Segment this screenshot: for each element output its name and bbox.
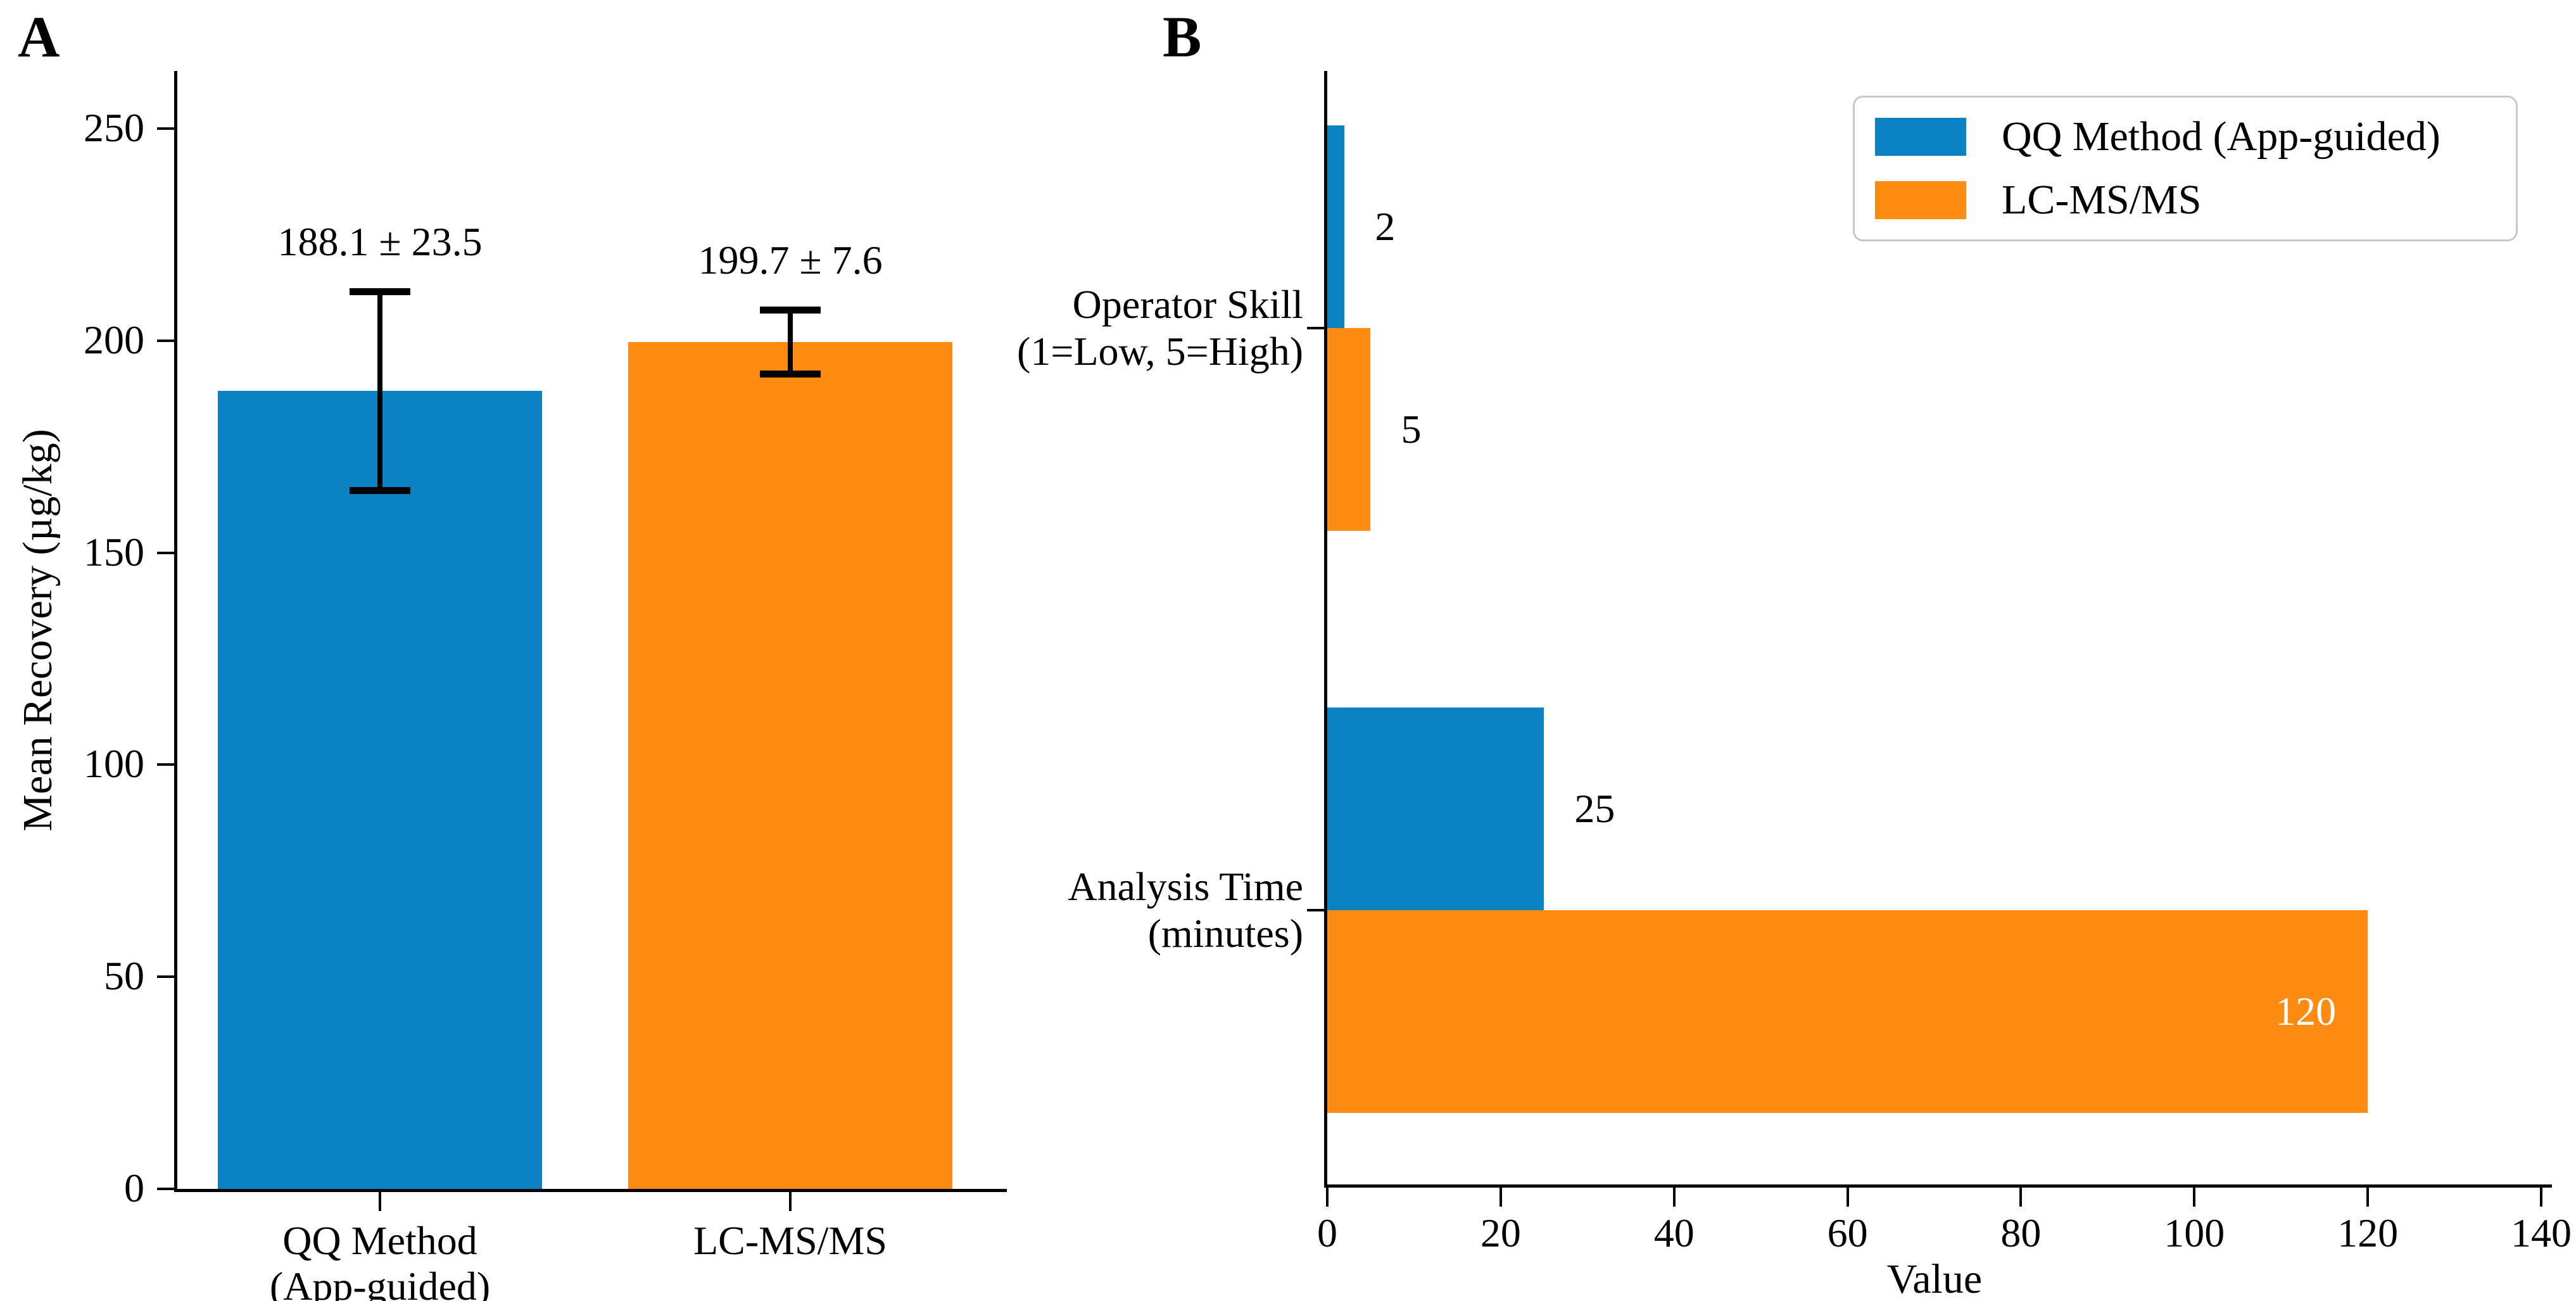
panel-a-error-bar-cap-top [350, 288, 410, 296]
legend-entry-lcms: LC-MS/MS [1855, 168, 2516, 232]
panel-b-x-axis-line [1324, 1184, 2552, 1188]
panel-b-category-tick [1307, 909, 1327, 911]
legend: QQ Method (App-guided) LC-MS/MS [1853, 96, 2518, 241]
panel-b-x-tick-label: 60 [1827, 1210, 1868, 1255]
panel-a-bar-lcms [628, 341, 952, 1189]
legend-swatch-lcms [1875, 181, 1966, 219]
panel-a-value-annotation: 188.1 ± 23.5 [277, 219, 483, 265]
panel-a-y-tick [157, 127, 177, 130]
panel-b-category-label: Analysis Time [1068, 864, 1303, 909]
panel-b-x-tick-label: 140 [2511, 1210, 2572, 1255]
panel-b-x-tick [2540, 1188, 2542, 1207]
panel-a-y-axis-line [174, 71, 177, 1192]
panel-a-y-tick [157, 1188, 177, 1190]
panel-a-letter: A [18, 4, 60, 69]
panel-b-bar-value-label: 120 [2275, 989, 2337, 1034]
panel-b-x-tick-label: 20 [1480, 1210, 1521, 1255]
panel-b-x-tick [2019, 1188, 2023, 1207]
legend-label-qq-method: QQ Method (App-guided) [2002, 113, 2440, 160]
panel-a-bar-qq-method [218, 391, 542, 1189]
panel-b-y-axis-line [1324, 71, 1327, 1188]
panel-a-error-bar-line [788, 309, 793, 374]
panel-b-category-label: (1=Low, 5=High) [1017, 329, 1303, 374]
panel-a-x-axis-line [174, 1189, 1007, 1192]
panel-a-y-tick-label: 150 [84, 529, 144, 574]
panel-b-x-tick [1326, 1188, 1329, 1207]
panel-a-error-bar-cap-top [760, 306, 821, 314]
panel-a-value-annotation: 199.7 ± 7.6 [698, 237, 883, 282]
panel-b-bar-value-label: 25 [1574, 786, 1615, 831]
panel-b-x-tick [1672, 1188, 1676, 1207]
panel-b-x-tick-label: 120 [2337, 1210, 2399, 1255]
panel-b-category-tick [1307, 327, 1327, 329]
panel-b-x-axis-title: Value [1886, 1256, 1983, 1301]
panel-a-category-label: QQ Method [282, 1218, 477, 1263]
panel-b-bar-qq-method-1 [1327, 708, 1544, 910]
panel-a-y-tick [157, 763, 177, 766]
panel-a-y-tick [157, 339, 177, 342]
panel-b-bar-qq-method-0 [1327, 125, 1345, 328]
panel-b-category-label: Operator Skill [1072, 282, 1303, 327]
panel-b-x-tick [2193, 1188, 2196, 1207]
panel-b-bar-value-label: 5 [1401, 407, 1422, 452]
panel-a-error-bar-cap-bottom [350, 486, 410, 494]
panel-b-bar-lcms-0 [1327, 328, 1371, 531]
panel-a-error-bar-cap-bottom [760, 370, 821, 378]
panel-a-y-tick-label: 250 [84, 105, 144, 150]
legend-swatch-qq-method [1875, 118, 1966, 156]
panel-a-y-tick-label: 100 [84, 741, 144, 787]
panel-a-category-label: (App-guided) [269, 1264, 491, 1301]
panel-b-x-tick-label: 80 [2000, 1210, 2042, 1255]
panel-b-x-tick-label: 0 [1317, 1210, 1337, 1255]
panel-a-x-tick [789, 1192, 792, 1211]
panel-a-x-tick [379, 1192, 381, 1211]
panel-a-y-tick-label: 0 [124, 1165, 144, 1210]
legend-label-lcms: LC-MS/MS [2002, 177, 2202, 223]
panel-b-bar-lcms-1 [1327, 910, 2368, 1113]
panel-a-category-label: LC-MS/MS [693, 1218, 887, 1263]
panel-b-letter: B [1163, 4, 1202, 69]
panel-a-y-tick-label: 200 [84, 317, 144, 362]
panel-b-x-tick [1499, 1188, 1502, 1207]
panel-a-y-tick-label: 50 [104, 953, 144, 999]
panel-b-bar-value-label: 2 [1375, 204, 1396, 249]
legend-entry-qq-method: QQ Method (App-guided) [1855, 105, 2516, 168]
panel-b-x-tick [1846, 1188, 1849, 1207]
panel-a-y-tick [157, 975, 177, 979]
panel-b-x-tick-label: 40 [1653, 1210, 1695, 1255]
panel-b-x-tick-label: 100 [2164, 1210, 2225, 1255]
panel-b-x-tick [2366, 1188, 2370, 1207]
panel-a-y-tick [157, 551, 177, 554]
panel-a-error-bar-line [377, 291, 382, 491]
panel-b-category-label: (minutes) [1147, 911, 1303, 956]
